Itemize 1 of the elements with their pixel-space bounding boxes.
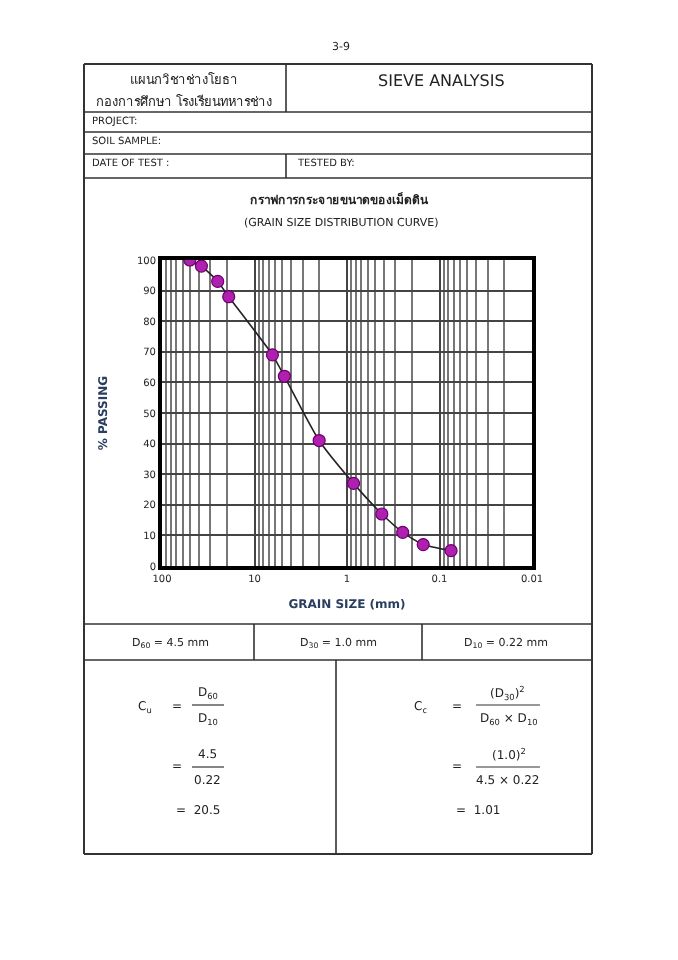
text: SIEVE ANALYSIS [378,72,505,90]
